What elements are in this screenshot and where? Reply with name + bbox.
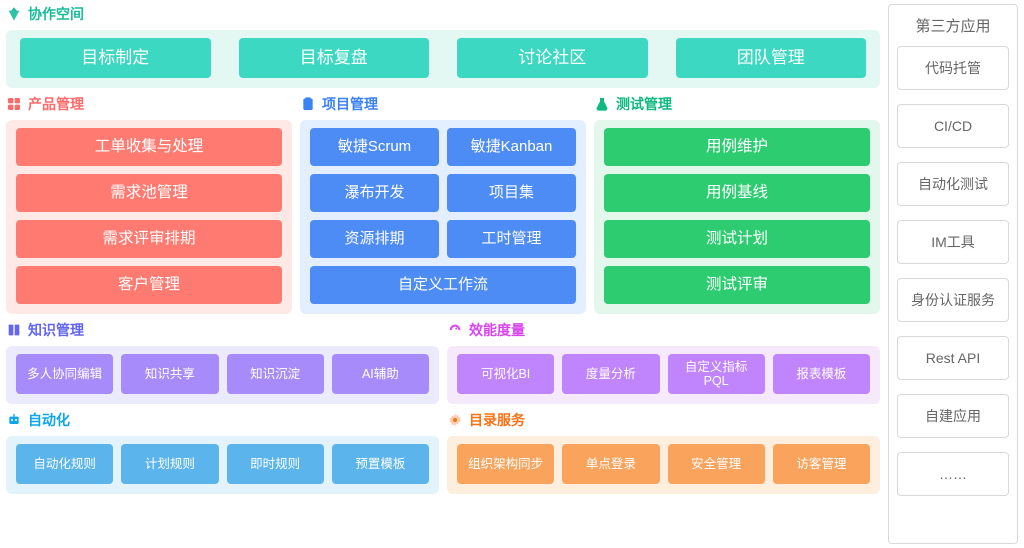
section-title: 效能度量	[469, 320, 525, 340]
panel-knowledge: 多人协同编辑 知识共享 知识沉淀 AI辅助	[6, 346, 439, 404]
chip-efficiency-2[interactable]: 自定义指标PQL	[668, 354, 765, 394]
section-thirdparty: 第三方应用 代码托管 CI/CD 自动化测试 IM工具 身份认证服务 Rest …	[888, 4, 1018, 544]
chip-project-0-0[interactable]: 敏捷Scrum	[310, 128, 439, 166]
settings-icon	[447, 412, 463, 428]
section-header-test: 测试管理	[594, 94, 880, 114]
section-catalog: 目录服务 组织架构同步 单点登录 安全管理 访客管理	[447, 410, 880, 494]
tp-item-7[interactable]: ……	[897, 452, 1009, 496]
section-header-automation: 自动化	[6, 410, 439, 430]
chip-knowledge-3[interactable]: AI辅助	[332, 354, 429, 394]
section-automation: 自动化 自动化规则 计划规则 即时规则 预置模板	[6, 410, 439, 494]
section-header-product: 产品管理	[6, 94, 292, 114]
section-project: 项目管理 敏捷Scrum 敏捷Kanban 瀑布开发 项目集 资源排期	[300, 94, 586, 314]
section-header-efficiency: 效能度量	[447, 320, 880, 340]
section-collab: 协作空间 目标制定 目标复盘 讨论社区 团队管理	[6, 4, 880, 88]
panel-test: 用例维护 用例基线 测试计划 测试评审	[594, 120, 880, 314]
chip-catalog-1[interactable]: 单点登录	[562, 444, 659, 484]
section-title: 协作空间	[28, 4, 84, 24]
thirdparty-title: 第三方应用	[897, 15, 1009, 36]
clipboard-icon	[300, 96, 316, 112]
section-title: 知识管理	[28, 320, 84, 340]
tp-item-0[interactable]: 代码托管	[897, 46, 1009, 90]
panel-product: 工单收集与处理 需求池管理 需求评审排期 客户管理	[6, 120, 292, 314]
section-title: 项目管理	[322, 94, 378, 114]
book-icon	[6, 322, 22, 338]
tp-item-4[interactable]: 身份认证服务	[897, 278, 1009, 322]
section-title: 产品管理	[28, 94, 84, 114]
chip-catalog-2[interactable]: 安全管理	[668, 444, 765, 484]
chip-test-2[interactable]: 测试计划	[604, 220, 870, 258]
chip-knowledge-2[interactable]: 知识沉淀	[227, 354, 324, 394]
chip-test-0[interactable]: 用例维护	[604, 128, 870, 166]
tp-item-3[interactable]: IM工具	[897, 220, 1009, 264]
chip-collab-2[interactable]: 讨论社区	[457, 38, 648, 78]
chip-automation-2[interactable]: 即时规则	[227, 444, 324, 484]
chip-knowledge-0[interactable]: 多人协同编辑	[16, 354, 113, 394]
grid-icon	[6, 96, 22, 112]
chip-test-1[interactable]: 用例基线	[604, 174, 870, 212]
tp-item-1[interactable]: CI/CD	[897, 104, 1009, 148]
chip-product-2[interactable]: 需求评审排期	[16, 220, 282, 258]
section-test: 测试管理 用例维护 用例基线 测试计划 测试评审	[594, 94, 880, 314]
chip-project-1-0[interactable]: 瀑布开发	[310, 174, 439, 212]
section-title: 测试管理	[616, 94, 672, 114]
chip-project-1-1[interactable]: 项目集	[447, 174, 576, 212]
tp-item-6[interactable]: 自建应用	[897, 394, 1009, 438]
panel-project: 敏捷Scrum 敏捷Kanban 瀑布开发 项目集 资源排期 工时管理 自定义工…	[300, 120, 586, 314]
section-header-collab: 协作空间	[6, 4, 880, 24]
panel-automation: 自动化规则 计划规则 即时规则 预置模板	[6, 436, 439, 494]
flask-icon	[594, 96, 610, 112]
tp-item-2[interactable]: 自动化测试	[897, 162, 1009, 206]
chip-project-2-1[interactable]: 工时管理	[447, 220, 576, 258]
chip-automation-0[interactable]: 自动化规则	[16, 444, 113, 484]
panel-catalog: 组织架构同步 单点登录 安全管理 访客管理	[447, 436, 880, 494]
chip-test-3[interactable]: 测试评审	[604, 266, 870, 304]
chip-collab-0[interactable]: 目标制定	[20, 38, 211, 78]
panel-collab: 目标制定 目标复盘 讨论社区 团队管理	[6, 30, 880, 88]
section-header-project: 项目管理	[300, 94, 586, 114]
chip-efficiency-3[interactable]: 报表模板	[773, 354, 870, 394]
section-title: 目录服务	[469, 410, 525, 430]
chip-catalog-0[interactable]: 组织架构同步	[457, 444, 554, 484]
section-product: 产品管理 工单收集与处理 需求池管理 需求评审排期 客户管理	[6, 94, 292, 314]
chip-project-2-0[interactable]: 资源排期	[310, 220, 439, 258]
chip-efficiency-0[interactable]: 可视化BI	[457, 354, 554, 394]
chip-project-0-1[interactable]: 敏捷Kanban	[447, 128, 576, 166]
section-title: 自动化	[28, 410, 70, 430]
robot-icon	[6, 412, 22, 428]
chip-product-0[interactable]: 工单收集与处理	[16, 128, 282, 166]
chip-collab-3[interactable]: 团队管理	[676, 38, 867, 78]
section-header-catalog: 目录服务	[447, 410, 880, 430]
chip-product-3[interactable]: 客户管理	[16, 266, 282, 304]
chip-project-3-0[interactable]: 自定义工作流	[310, 266, 576, 304]
section-knowledge: 知识管理 多人协同编辑 知识共享 知识沉淀 AI辅助	[6, 320, 439, 404]
gauge-icon	[447, 322, 463, 338]
diamond-icon	[6, 6, 22, 22]
section-header-knowledge: 知识管理	[6, 320, 439, 340]
chip-knowledge-1[interactable]: 知识共享	[121, 354, 218, 394]
section-efficiency: 效能度量 可视化BI 度量分析 自定义指标PQL 报表模板	[447, 320, 880, 404]
chip-collab-1[interactable]: 目标复盘	[239, 38, 430, 78]
tp-item-5[interactable]: Rest API	[897, 336, 1009, 380]
chip-automation-1[interactable]: 计划规则	[121, 444, 218, 484]
chip-efficiency-1[interactable]: 度量分析	[562, 354, 659, 394]
panel-efficiency: 可视化BI 度量分析 自定义指标PQL 报表模板	[447, 346, 880, 404]
chip-product-1[interactable]: 需求池管理	[16, 174, 282, 212]
chip-catalog-3[interactable]: 访客管理	[773, 444, 870, 484]
chip-automation-3[interactable]: 预置模板	[332, 444, 429, 484]
